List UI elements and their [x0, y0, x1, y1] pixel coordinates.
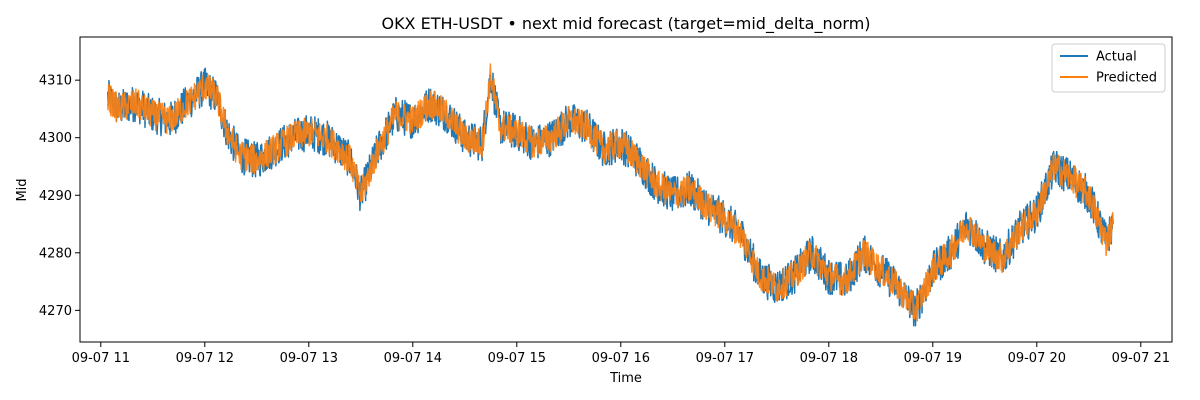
y-tick-label: 4310 — [39, 74, 72, 89]
x-axis-title: Time — [609, 371, 642, 386]
y-tick-label: 4280 — [39, 246, 72, 261]
x-tick-label: 09-07 13 — [280, 351, 338, 366]
x-tick-label: 09-07 15 — [488, 351, 546, 366]
y-tick-label: 4300 — [39, 131, 72, 146]
y-tick-label: 4290 — [39, 189, 72, 204]
legend: Actual Predicted — [1051, 43, 1166, 93]
y-axis: 4270 4280 4290 4300 4310 — [39, 74, 80, 319]
plot-frame — [79, 36, 1173, 343]
x-tick-label: 09-07 20 — [1008, 351, 1066, 366]
legend-label: Predicted — [1096, 71, 1157, 86]
x-tick-label: 09-07 12 — [176, 351, 234, 366]
series-line-actual — [106, 67, 1114, 327]
x-tick-label: 09-07 16 — [592, 351, 650, 366]
x-tick-label: 09-07 19 — [904, 351, 962, 366]
series-layer — [106, 63, 1114, 327]
x-tick-label: 09-07 17 — [696, 351, 754, 366]
x-tick-label: 09-07 18 — [800, 351, 858, 366]
legend-label: Actual — [1096, 50, 1137, 65]
x-tick-label: 09-07 21 — [1112, 351, 1170, 366]
series-line-predicted — [106, 63, 1114, 322]
chart-title: OKX ETH-USDT • next mid forecast (target… — [381, 14, 870, 34]
x-tick-label: 09-07 14 — [384, 351, 442, 366]
x-tick-label: 09-07 11 — [72, 351, 130, 366]
y-tick-label: 4270 — [39, 304, 72, 319]
y-axis-title: Mid — [15, 178, 30, 201]
x-axis: 09-07 11 09-07 12 09-07 13 09-07 14 09-07 15… — [72, 342, 1170, 366]
